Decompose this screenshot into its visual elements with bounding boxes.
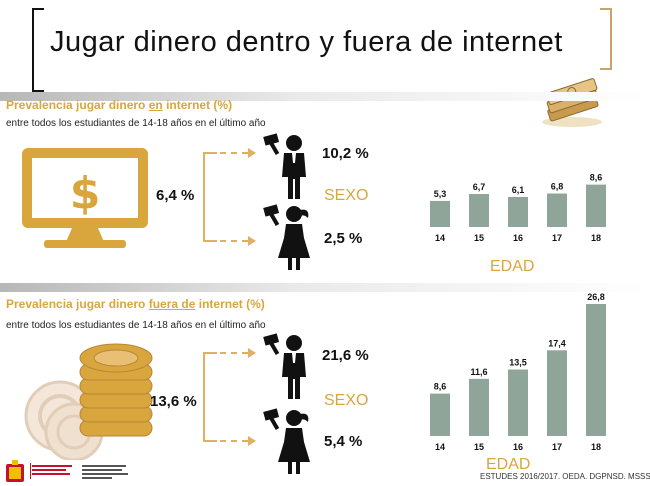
x-tick-label: 14 xyxy=(435,442,445,450)
x-tick-label: 17 xyxy=(552,442,562,450)
arrow-head-icon xyxy=(248,348,256,358)
section-band-online xyxy=(0,92,650,101)
bar-age-17 xyxy=(547,350,567,436)
bar-age-15 xyxy=(469,194,489,227)
woman-with-money-icon xyxy=(263,204,310,270)
bar-age-15 xyxy=(469,378,489,436)
logo-lettering xyxy=(32,465,128,479)
arrow-head-icon xyxy=(248,436,256,446)
logo-rule xyxy=(30,463,78,479)
x-tick-label: 18 xyxy=(591,442,601,450)
gobierno-espana-logo xyxy=(4,460,144,484)
source-footer: ESTUDES 2016/2017. OEDA. DGPNSD. MSSSI xyxy=(480,472,650,481)
bar-age-17 xyxy=(547,193,567,227)
section-subtitle-online: entre todos los estudiantes de 14-18 año… xyxy=(6,118,266,129)
fork-line xyxy=(203,152,205,242)
offline-male-value: 21,6 % xyxy=(322,347,369,364)
bar-value-label: 6,1 xyxy=(512,185,525,195)
bar-age-14 xyxy=(430,393,450,436)
fork-line xyxy=(203,240,217,242)
section-title-offline: Prevalencia jugar dinero fuera de intern… xyxy=(6,297,265,311)
section-subtitle-offline: entre todos los estudiantes de 14-18 año… xyxy=(6,320,266,331)
woman-with-money-icon xyxy=(263,408,310,474)
x-tick-label: 16 xyxy=(513,233,523,243)
x-tick-label: 15 xyxy=(474,233,484,243)
arrow-head-icon xyxy=(248,236,256,246)
section-title-online: Prevalencia jugar dinero en internet (%) xyxy=(6,98,233,112)
bar-age-18 xyxy=(586,184,606,227)
fork-line xyxy=(203,352,205,442)
coat-of-arms-icon xyxy=(6,460,24,482)
bar-value-label: 13,5 xyxy=(509,358,527,368)
chart-online-by-age: 5,3 14 6,7 15 6,1 16 6,8 17 8,6 18 xyxy=(430,173,606,243)
bar-age-18 xyxy=(586,304,606,436)
offline-total-value: 13,6 % xyxy=(150,393,197,410)
bar-value-label: 8,6 xyxy=(434,382,447,392)
fork-line xyxy=(203,152,217,154)
chart-offline-by-age: 8,6 14 11,6 15 13,5 16 17,4 17 26,8 18 xyxy=(430,292,606,450)
bar-value-label: 6,7 xyxy=(473,182,486,192)
bar-age-16 xyxy=(508,369,528,436)
online-female-value: 2,5 % xyxy=(324,230,363,247)
x-tick-label: 16 xyxy=(513,442,523,450)
x-tick-label: 15 xyxy=(474,442,484,450)
fork-line xyxy=(203,440,217,442)
section-band-offline xyxy=(0,283,650,292)
man-with-money-icon xyxy=(263,333,306,399)
x-tick-label: 17 xyxy=(552,233,562,243)
offline-sexo-label: SEXO xyxy=(324,392,369,409)
online-sexo-label: SEXO xyxy=(324,187,369,204)
bar-value-label: 26,8 xyxy=(587,292,605,302)
bar-value-label: 6,8 xyxy=(551,182,564,192)
x-tick-label: 14 xyxy=(435,233,445,243)
title-bracket-right xyxy=(600,8,612,70)
arrow-dash xyxy=(220,240,248,242)
bar-value-label: 11,6 xyxy=(470,367,487,377)
arrow-head-icon xyxy=(248,148,256,158)
bar-value-label: 17,4 xyxy=(548,338,566,348)
online-male-value: 10,2 % xyxy=(322,145,369,162)
bar-age-16 xyxy=(508,196,528,227)
svg-text:$: $ xyxy=(70,168,101,219)
x-tick-label: 18 xyxy=(591,233,601,243)
online-edad-label: EDAD xyxy=(490,258,535,275)
online-total-value: 6,4 % xyxy=(156,187,195,204)
arrow-dash xyxy=(220,440,248,442)
offline-edad-label: EDAD xyxy=(486,456,531,473)
fork-line xyxy=(203,352,217,354)
bar-value-label: 8,6 xyxy=(590,173,603,183)
man-with-money-icon xyxy=(263,133,306,199)
bar-age-14 xyxy=(430,200,450,227)
title-bracket-left xyxy=(32,8,44,92)
offline-female-value: 5,4 % xyxy=(324,433,363,450)
arrow-dash xyxy=(220,152,248,154)
bar-value-label: 5,3 xyxy=(434,189,447,199)
page-title: Jugar dinero dentro y fuera de internet xyxy=(50,26,563,58)
casino-chips-icon xyxy=(24,343,153,460)
computer-dollar-icon: $ xyxy=(22,148,148,248)
arrow-dash xyxy=(220,352,248,354)
